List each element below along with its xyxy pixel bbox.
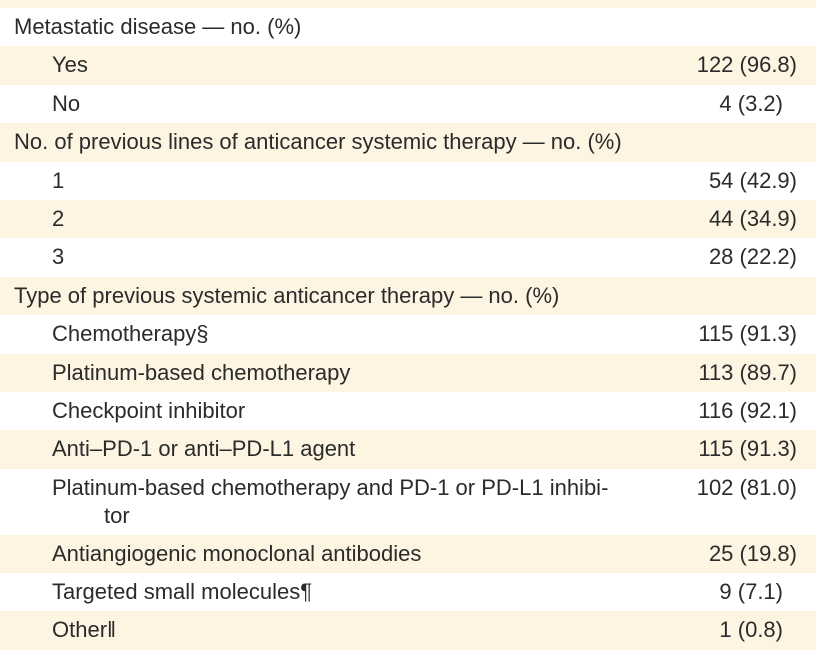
table-row: Checkpoint inhibitor 116 (92.1) (0, 392, 816, 430)
row-value: 122 (96.8) (696, 52, 797, 78)
row-label: Yes (14, 51, 687, 79)
row-label-text: Chemotherapy§ (52, 321, 209, 347)
characteristics-table: Metastatic disease — no. (%) Yes 122 (96.8… (0, 8, 816, 650)
row-value: 113 (89.7) (698, 359, 797, 385)
row-label-text: Platinum-based chemotherapy and PD-1 or … (52, 474, 609, 500)
table-row: 3 28 (22.2) (0, 238, 816, 276)
row-value: 1 (0.8) (719, 617, 783, 643)
table-row: Targeted small molecules¶ 9 (7.1) (0, 573, 816, 611)
row-label-text: Checkpoint inhibitor (52, 397, 246, 423)
table-row: 2 44 (34.9) (0, 199, 816, 239)
row-label: Other‖ (14, 616, 673, 644)
row-label-text: Targeted small molecules¶ (52, 579, 313, 605)
row-label-text: No. of previous lines of anticancer syst… (14, 129, 622, 155)
row-label: 3 (14, 243, 687, 271)
row-label-text: 3 (52, 244, 65, 270)
table-row: Platinum-based chemotherapy and PD-1 or … (0, 469, 816, 535)
row-value: 9 (7.1) (719, 579, 783, 605)
row-value: 54 (42.9) (708, 167, 797, 193)
row-label-text: Antiangiogenic monoclonal antibodies (52, 540, 422, 566)
row-label-text: Other‖ (52, 617, 117, 643)
row-label: Anti–PD-1 or anti–PD-L1 agent (14, 435, 687, 463)
row-label-continuation: tor (104, 502, 130, 528)
row-label: Platinum-based chemotherapy and PD-1 or … (14, 474, 687, 530)
row-label-text: 2 (52, 205, 65, 231)
row-label: Checkpoint inhibitor (14, 397, 687, 425)
row-label: No. of previous lines of anticancer syst… (14, 128, 687, 156)
row-value: 4 (3.2) (719, 90, 783, 116)
row-label: 2 (14, 205, 687, 233)
table-row: Chemotherapy§ 115 (91.3) (0, 315, 816, 353)
row-label: Type of previous systemic anticancer the… (14, 282, 687, 310)
row-label: Targeted small molecules¶ (14, 578, 673, 606)
table-row: Antiangiogenic monoclonal antibodies 25 (… (0, 534, 816, 574)
table-section-header: Metastatic disease — no. (%) (0, 8, 816, 46)
row-value: 116 (92.1) (698, 397, 797, 423)
row-label-text: Type of previous systemic anticancer the… (14, 282, 560, 308)
row-value: 115 (91.3) (698, 321, 797, 347)
row-label: Metastatic disease — no. (%) (14, 13, 687, 41)
row-label: No (14, 90, 673, 118)
table-section-header: Type of previous systemic anticancer the… (0, 276, 816, 316)
row-label: Chemotherapy§ (14, 320, 687, 348)
row-value: 25 (19.8) (708, 540, 797, 566)
table-row: Other‖ 1 (0.8) (0, 611, 816, 650)
row-label-text: Anti–PD-1 or anti–PD-L1 agent (52, 436, 356, 462)
row-value: 102 (81.0) (696, 474, 797, 500)
row-value: 28 (22.2) (708, 244, 797, 270)
row-label: Platinum-based chemotherapy (14, 359, 687, 387)
table-row: Platinum-based chemotherapy 113 (89.7) (0, 353, 816, 392)
row-value: 44 (34.9) (708, 205, 797, 231)
table-section-header: No. of previous lines of anticancer syst… (0, 123, 816, 162)
table-top-strip (0, 0, 816, 8)
row-label-text: 1 (52, 167, 65, 193)
table-row: 1 54 (42.9) (0, 162, 816, 200)
row-value: 115 (91.3) (698, 436, 797, 462)
row-label: Antiangiogenic monoclonal antibodies (14, 540, 687, 568)
row-label: 1 (14, 167, 687, 195)
row-label-text: No (52, 90, 81, 116)
table-row: No 4 (3.2) (0, 85, 816, 123)
table-row: Anti–PD-1 or anti–PD-L1 agent 115 (91.3) (0, 430, 816, 469)
row-label-text: Yes (52, 52, 88, 78)
row-label-text: Metastatic disease — no. (%) (14, 14, 302, 39)
table-row: Yes 122 (96.8) (0, 46, 816, 85)
row-label-text: Platinum-based chemotherapy (52, 359, 351, 385)
